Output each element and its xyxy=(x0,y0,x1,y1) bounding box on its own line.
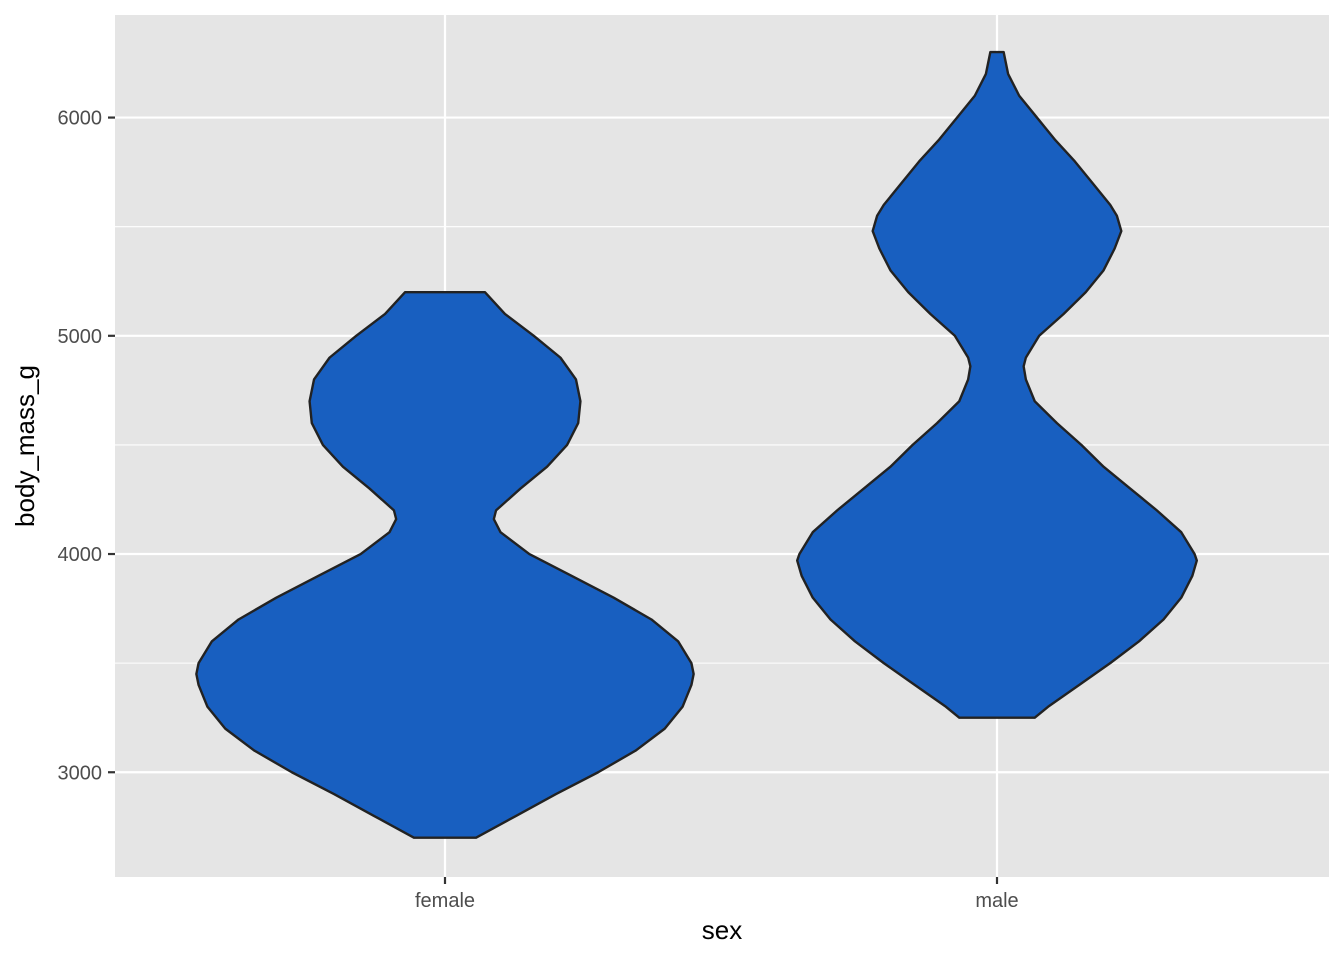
y-tick-label: 3000 xyxy=(58,762,103,784)
x-tick-label-male: male xyxy=(975,890,1018,912)
y-axis-title: body_mass_g xyxy=(10,365,40,527)
y-tick-label: 6000 xyxy=(58,108,103,130)
x-tick-label-female: female xyxy=(415,890,475,912)
violin-male xyxy=(796,50,1198,719)
violin-female xyxy=(195,290,695,839)
x-axis-title: sex xyxy=(702,915,742,945)
y-tick-label: 5000 xyxy=(58,326,103,348)
violins xyxy=(195,50,1198,839)
axes: 3000 4000 5000 6000 female male xyxy=(58,108,1019,912)
y-tick-label: 4000 xyxy=(58,544,103,566)
